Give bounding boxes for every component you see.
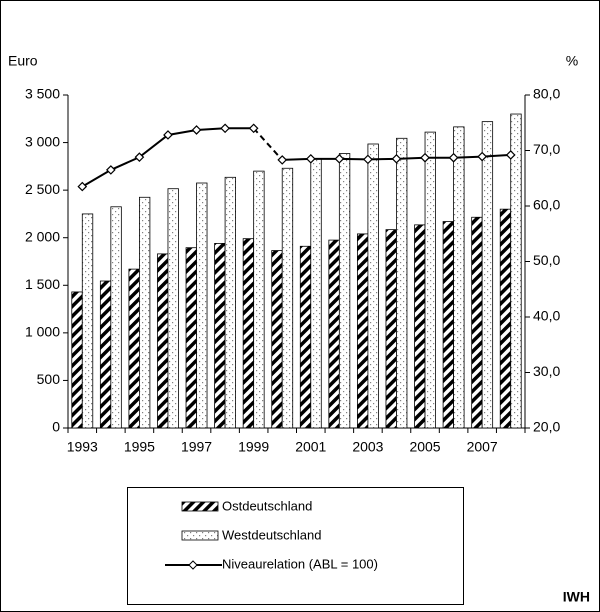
y-axis-label: Euro	[8, 53, 38, 69]
bar	[81, 213, 94, 429]
legend-marker	[188, 560, 198, 570]
legend: Ostdeutschland Westdeutschland Niveaurelat…	[165, 498, 378, 571]
legend-label: Westdeutschland	[222, 527, 322, 542]
x-tick-label: 2003	[352, 439, 383, 455]
bar	[71, 291, 83, 429]
bar	[510, 113, 522, 429]
line-connector	[252, 127, 283, 161]
bar	[481, 121, 494, 429]
marker	[277, 155, 288, 165]
y-tick-label: 2 000	[25, 228, 60, 244]
marker	[191, 125, 202, 135]
bar	[471, 216, 483, 429]
marker	[420, 152, 430, 163]
marker	[248, 123, 259, 134]
bar	[328, 239, 340, 429]
bar	[338, 153, 351, 429]
bar	[453, 126, 465, 429]
y-tick-label: 3 000	[25, 133, 60, 149]
marker	[363, 154, 373, 165]
marker	[334, 153, 345, 164]
marker	[105, 165, 116, 175]
bar	[424, 131, 436, 429]
bar	[139, 196, 151, 429]
bar	[110, 206, 122, 429]
y-tick-label: 500	[37, 371, 61, 387]
bar	[157, 253, 169, 429]
bar	[196, 182, 208, 429]
y2-tick-label: 60,0	[533, 197, 560, 213]
y-tick-label: 2 500	[25, 181, 60, 197]
marker	[220, 123, 230, 134]
marker	[163, 130, 173, 140]
y2-tick-label: 50,0	[533, 252, 560, 268]
marker	[391, 153, 402, 164]
x-tick-label: 1997	[181, 439, 212, 455]
x-tick-label: 2007	[467, 439, 498, 455]
bar	[367, 143, 379, 429]
y2-tick-label: 80,0	[533, 86, 560, 102]
legend-swatch	[181, 530, 219, 541]
bar	[299, 245, 312, 429]
y2-tick-label: 30,0	[533, 363, 560, 379]
bar	[499, 208, 512, 429]
source: IWH	[563, 589, 590, 605]
marker	[77, 181, 88, 192]
bar	[167, 188, 179, 429]
bar	[414, 224, 426, 429]
bar	[128, 268, 140, 429]
legend-label: Niveaurelation (ABL = 100)	[222, 556, 378, 571]
x-tick-label: 2001	[295, 439, 326, 455]
y-tick-label: 1 000	[25, 324, 60, 340]
bar	[396, 137, 408, 429]
bar	[357, 233, 369, 429]
y2-tick-label: 20,0	[533, 419, 560, 435]
marker	[448, 152, 459, 163]
bar	[99, 280, 112, 429]
bar	[185, 247, 197, 429]
bar	[214, 243, 226, 429]
x-tick-label: 2005	[409, 439, 440, 455]
bar	[271, 250, 283, 429]
marker	[477, 151, 488, 162]
y-tick-label: 0	[52, 419, 60, 435]
legend-label: Ostdeutschland	[222, 498, 312, 513]
y-tick-label: 1 500	[25, 276, 60, 292]
bar	[242, 238, 255, 429]
y-tick-label: 3 500	[25, 86, 60, 102]
y2-axis-label: %	[566, 53, 578, 69]
x-tick-label: 1999	[238, 439, 269, 455]
bar	[310, 158, 322, 429]
line	[81, 127, 511, 188]
marker	[505, 150, 516, 160]
marker	[305, 153, 316, 164]
bar	[253, 170, 265, 429]
legend-swatch	[181, 501, 219, 512]
y2-tick-label: 40,0	[533, 308, 560, 324]
marker	[134, 152, 145, 163]
bar	[281, 167, 294, 429]
bar	[224, 176, 236, 429]
bar	[385, 229, 397, 429]
bar	[442, 221, 454, 429]
x-tick-label: 1993	[67, 439, 98, 455]
y2-tick-label: 70,0	[533, 141, 560, 157]
x-tick-label: 1995	[124, 439, 155, 455]
